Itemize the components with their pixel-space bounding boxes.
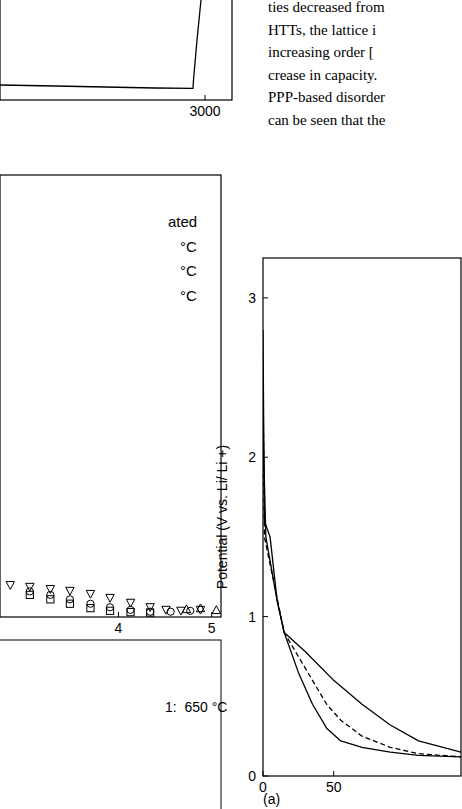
body-text-line: can be seen that the	[268, 112, 386, 128]
y-tick	[263, 616, 268, 617]
y-tick-label: 0	[248, 768, 256, 784]
plot-area	[263, 330, 461, 757]
data-line	[263, 425, 461, 752]
y-tick-label: 2	[248, 449, 256, 465]
panel-label: (a)	[263, 791, 280, 807]
plot-frame	[0, 0, 232, 100]
data-point	[47, 596, 54, 603]
data-point	[26, 591, 33, 598]
legend-label: °C	[180, 287, 197, 304]
data-point	[162, 606, 170, 614]
data-point	[177, 607, 185, 615]
x-tick	[205, 95, 206, 100]
y-tick	[263, 297, 268, 298]
x-tick-label: 3000	[189, 103, 220, 119]
body-text-line: increasing order [	[268, 44, 374, 60]
plot-frame	[263, 258, 461, 776]
body-text-line: HTTs, the lattice i	[268, 22, 376, 38]
data-line	[263, 330, 461, 757]
x-tick	[263, 771, 264, 776]
data-point	[66, 587, 74, 595]
background	[0, 0, 462, 809]
x-tick-label: 50	[326, 779, 342, 795]
x-tick-label: 5	[208, 620, 216, 636]
panel-frame	[0, 640, 221, 809]
plot-area	[6, 582, 220, 617]
x-tick	[118, 612, 119, 617]
y-tick-label: 1	[248, 609, 256, 625]
data-point	[47, 591, 54, 598]
data-point	[147, 609, 154, 616]
data-point	[106, 607, 113, 614]
y-axis-label: Potential (V vs. Li/ Li +)	[214, 445, 230, 589]
data-point	[66, 600, 73, 607]
data-point	[87, 600, 94, 607]
x-tick	[333, 771, 334, 776]
data-point	[6, 582, 14, 590]
data-line	[0, 0, 205, 88]
y-tick	[263, 776, 268, 777]
body-text-line: ties decreased from	[268, 0, 385, 15]
data-point	[106, 594, 114, 602]
data-point	[66, 596, 73, 603]
body-text-line: crease in capacity.	[268, 67, 377, 83]
data-point	[182, 605, 190, 613]
data-point	[127, 606, 134, 613]
y-tick-label: 3	[248, 290, 256, 306]
data-point	[212, 606, 220, 614]
plot-area	[0, 0, 205, 88]
data-point	[87, 605, 94, 612]
data-point	[147, 608, 154, 615]
data-point	[167, 608, 174, 615]
data-point	[86, 590, 94, 598]
data-point	[196, 604, 204, 612]
data-line	[263, 378, 461, 757]
legend-text: 1: 650 °C	[165, 699, 227, 715]
x-tick-label: 4	[115, 620, 123, 636]
data-point	[127, 609, 134, 616]
body-text-line: PPP-based disorder	[268, 89, 385, 105]
page: ties decreased from HTTs, the lattice i in…	[0, 0, 462, 809]
legend-label: °C	[180, 238, 197, 255]
plot-frame	[0, 175, 221, 617]
legend-label: °C	[180, 262, 197, 279]
legend-label: ated	[168, 213, 197, 230]
